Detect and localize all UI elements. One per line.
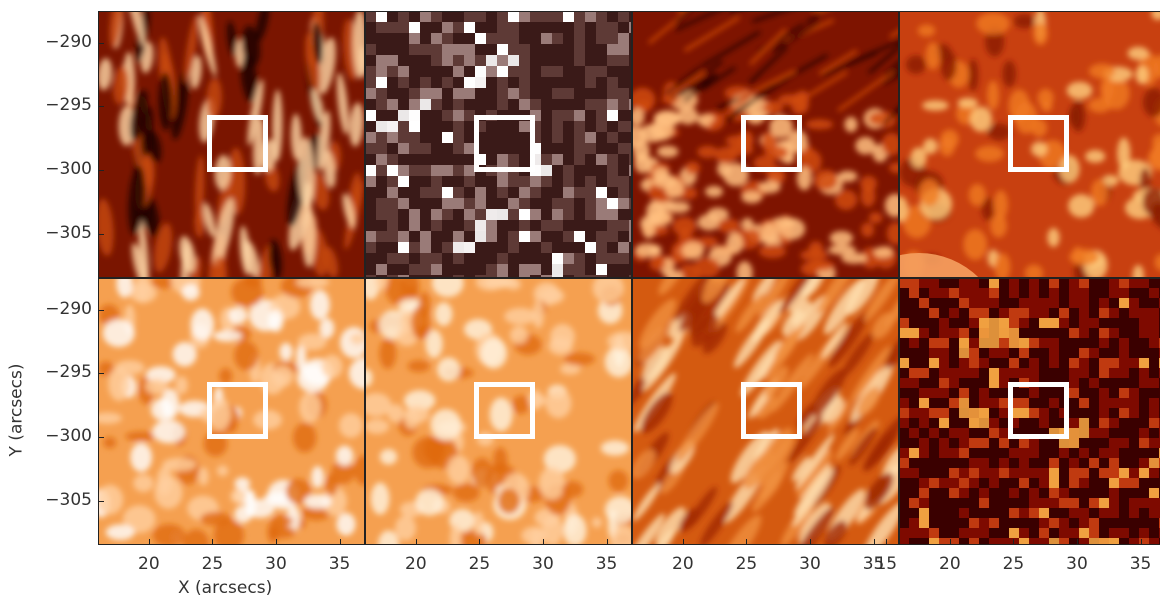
- x-tick: [746, 539, 748, 545]
- y-tick-label: −290: [45, 298, 92, 319]
- x-tick-label: 25: [735, 554, 758, 574]
- image-panel-top-2: [365, 11, 632, 278]
- y-tick: [98, 500, 104, 502]
- x-tick-label: 20: [939, 554, 961, 574]
- panel-image: [632, 11, 899, 278]
- y-tick-label: −295: [45, 362, 92, 383]
- roi-box: [207, 115, 269, 173]
- roi-box: [1008, 382, 1070, 440]
- y-axis-title: Y (arcsecs): [6, 363, 27, 457]
- x-tick-label: 25: [201, 554, 224, 574]
- x-tick-label: 35: [1129, 554, 1152, 574]
- x-tick: [212, 539, 214, 545]
- x-tick: [1077, 539, 1078, 545]
- y-tick-label: −305: [45, 489, 92, 510]
- image-panel-bottom-4: [899, 278, 1160, 545]
- x-tick-label: 25: [468, 554, 491, 574]
- x-tick-label: 35: [595, 554, 618, 574]
- y-tick: [98, 42, 104, 44]
- roi-box: [474, 115, 536, 173]
- panel-image: [632, 278, 899, 545]
- x-tick-label: 25: [1002, 554, 1025, 574]
- image-panel-bottom-3: [632, 278, 899, 545]
- roi-box: [1008, 115, 1070, 173]
- x-axis-title: X (arcsecs): [178, 578, 273, 598]
- x-tick-label: 30: [1066, 554, 1088, 574]
- y-tick-label: −305: [45, 222, 92, 243]
- x-tick-label: 20: [405, 554, 427, 574]
- image-panel-top-3: [632, 11, 899, 278]
- x-tick-label: 15: [875, 554, 898, 574]
- x-tick: [148, 539, 150, 545]
- x-tick: [479, 539, 481, 545]
- x-tick-label: 30: [799, 554, 821, 574]
- image-panel-bottom-1: [98, 278, 365, 545]
- y-tick-label: −290: [45, 31, 92, 52]
- x-tick: [606, 539, 608, 545]
- x-tick: [543, 539, 544, 545]
- y-tick-label: −300: [45, 425, 92, 446]
- x-tick: [873, 539, 875, 545]
- image-panel-top-4: [899, 11, 1160, 278]
- x-tick: [810, 539, 811, 545]
- y-tick: [98, 309, 104, 311]
- y-tick-label: −300: [45, 158, 92, 179]
- image-panel-top-1: [98, 11, 365, 278]
- y-tick: [98, 169, 104, 171]
- panel-image: [365, 11, 632, 278]
- x-tick-label: 20: [672, 554, 694, 574]
- x-tick-label: 20: [138, 554, 160, 574]
- panel-image: [365, 278, 632, 545]
- panel-image: [98, 11, 365, 278]
- panel-image: [899, 11, 1160, 278]
- x-tick: [276, 539, 277, 545]
- panel-image: [899, 278, 1160, 545]
- roi-box: [207, 382, 269, 440]
- y-tick: [98, 373, 104, 375]
- x-tick: [1013, 539, 1015, 545]
- x-tick-label: 30: [532, 554, 554, 574]
- x-tick: [886, 539, 888, 545]
- x-tick-label: 35: [862, 554, 885, 574]
- roi-box: [741, 115, 803, 173]
- x-tick: [415, 539, 417, 545]
- image-panel-bottom-2: [365, 278, 632, 545]
- y-tick: [98, 106, 104, 108]
- roi-box: [474, 382, 536, 440]
- x-tick-label: 30: [265, 554, 287, 574]
- panel-image: [98, 278, 365, 545]
- x-tick: [682, 539, 684, 545]
- y-tick: [98, 436, 104, 438]
- x-tick: [1140, 539, 1142, 545]
- y-tick-label: −295: [45, 95, 92, 116]
- y-tick: [98, 233, 104, 235]
- x-tick-label: 35: [328, 554, 351, 574]
- roi-box: [741, 382, 803, 440]
- x-tick: [949, 539, 951, 545]
- x-tick: [339, 539, 341, 545]
